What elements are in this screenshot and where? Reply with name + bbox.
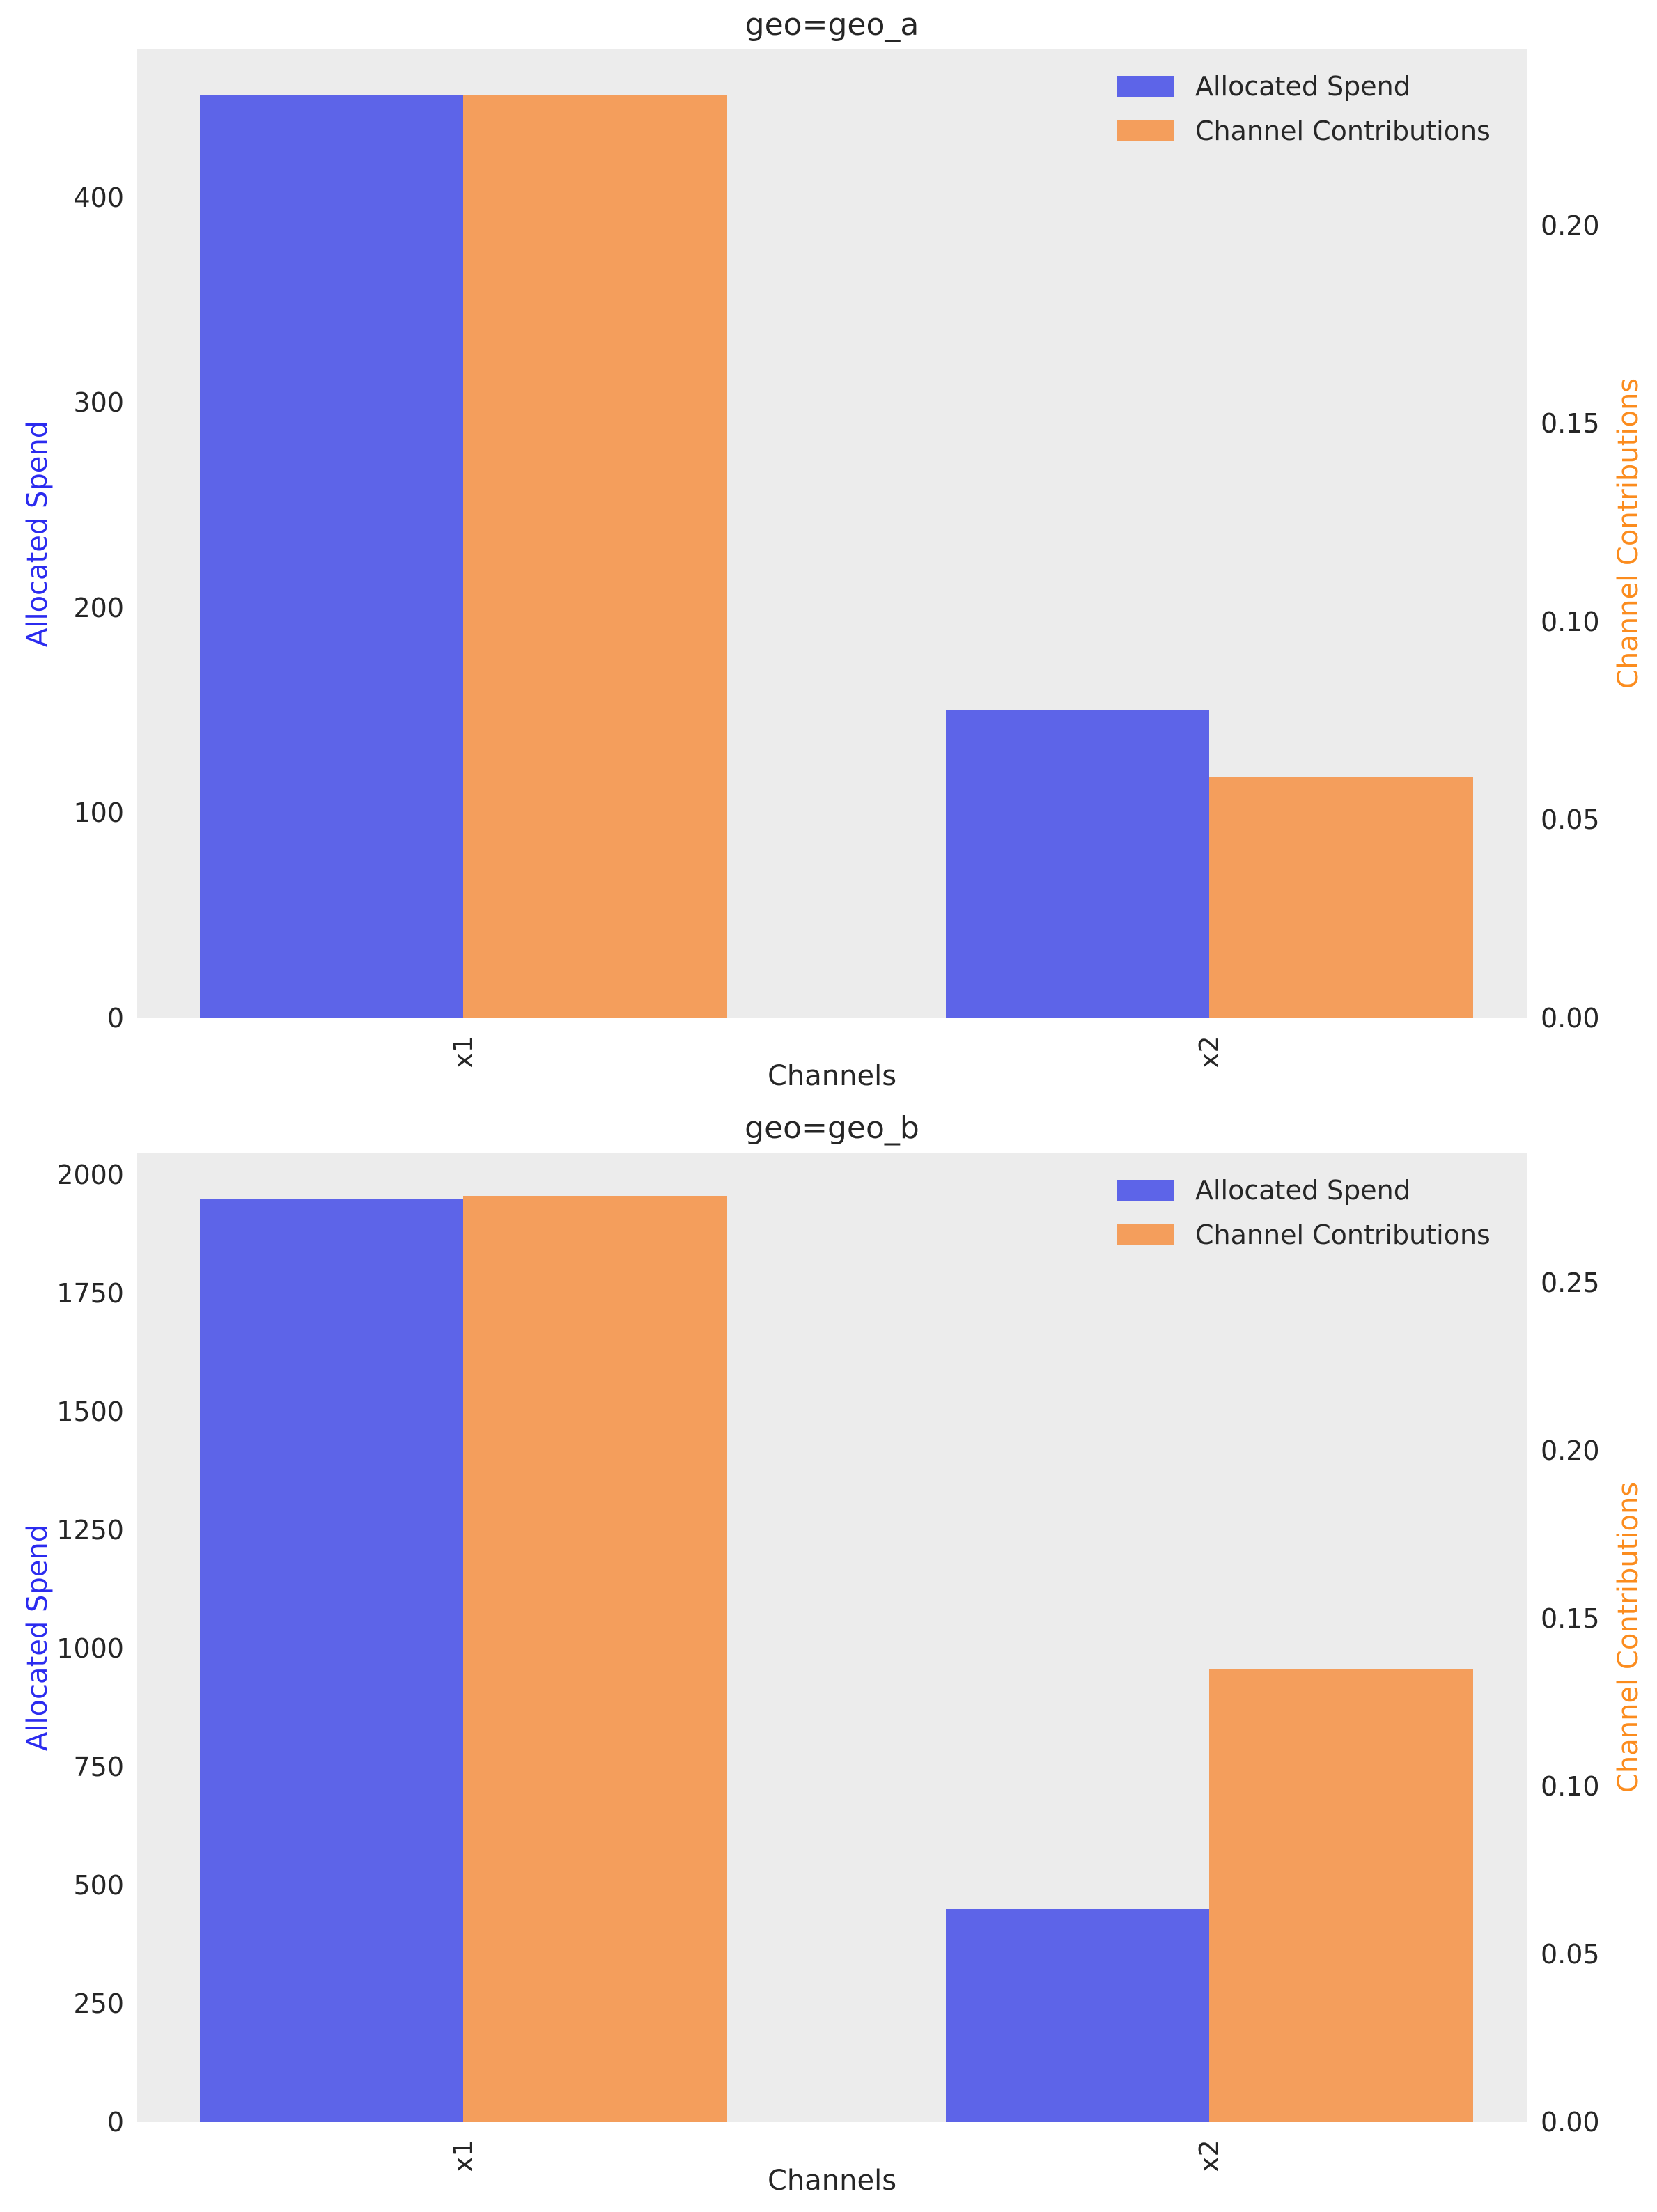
right-axis-tick-label: 0.10	[1541, 606, 1600, 637]
right-axis-tick-label: 0.10	[1541, 1771, 1600, 1802]
left-axis-tick-label: 1000	[56, 1633, 124, 1665]
left-axis-tick-label: 1500	[56, 1396, 124, 1428]
legend-item-allocated-spend: Allocated Spend	[1117, 70, 1491, 103]
legend-label: Allocated Spend	[1195, 1175, 1410, 1206]
legend-label: Channel Contributions	[1195, 1220, 1491, 1250]
left-axis-tick-label: 0	[107, 2107, 124, 2137]
chart-a-title: geo=geo_a	[745, 7, 919, 42]
legend-label: Channel Contributions	[1195, 116, 1491, 146]
left-axis-tick-label: 400	[73, 182, 124, 213]
right-axis-tick-label: 0.05	[1541, 804, 1600, 836]
allocated-spend-swatch-icon	[1117, 1180, 1174, 1201]
right-axis-tick-label: 0.25	[1541, 1268, 1600, 1298]
legend-item-channel-contributions: Channel Contributions	[1117, 1218, 1491, 1252]
chart-b-x-axis-label: Channels	[767, 2165, 897, 2197]
x-axis-tick-label-x2: x2	[1194, 2140, 1225, 2173]
bar-allocated-spend-x2	[946, 1909, 1210, 2122]
left-axis-tick-label: 300	[73, 387, 124, 419]
chart-a-x-axis-label: Channels	[767, 1060, 897, 1092]
chart-b-title: geo=geo_b	[745, 1110, 919, 1146]
left-axis-tick-label: 0	[107, 1003, 124, 1034]
bar-allocated-spend-x1	[199, 1199, 464, 2122]
right-axis-tick-label: 0.20	[1541, 1435, 1600, 1466]
left-axis-tick-label: 1250	[56, 1515, 124, 1546]
right-axis-tick-label: 0.15	[1541, 408, 1600, 439]
left-axis-tick-label: 500	[73, 1870, 124, 1901]
chart-b-plot-area	[137, 1153, 1527, 2122]
x-axis-tick-label-x1: x1	[448, 2140, 479, 2173]
left-axis-tick-label: 250	[73, 1988, 124, 2020]
channel-contributions-swatch-icon	[1117, 1224, 1174, 1245]
legend-item-allocated-spend: Allocated Spend	[1117, 1174, 1491, 1207]
left-axis-tick-label: 100	[73, 797, 124, 829]
chart-b-legend: Allocated Spend Channel Contributions	[1117, 1174, 1491, 1252]
legend-item-channel-contributions: Channel Contributions	[1117, 114, 1491, 148]
right-axis-tick-label: 0.00	[1541, 1003, 1600, 1034]
left-axis-tick-label: 2000	[56, 1160, 124, 1191]
bar-allocated-spend-x2	[946, 710, 1210, 1018]
bar-channel-contributions-x1	[463, 1195, 727, 2122]
right-axis-tick-label: 0.15	[1541, 1603, 1600, 1634]
legend-label: Allocated Spend	[1195, 71, 1410, 102]
chart-a-plot-area	[137, 49, 1527, 1018]
chart-b-right-axis-label: Channel Contributions	[1612, 1481, 1644, 1793]
left-axis-tick-label: 750	[73, 1752, 124, 1783]
channel-contributions-swatch-icon	[1117, 120, 1174, 141]
bar-channel-contributions-x1	[463, 95, 727, 1018]
bar-allocated-spend-x1	[199, 95, 464, 1018]
right-axis-tick-label: 0.05	[1541, 1939, 1600, 1970]
x-axis-tick-label-x2: x2	[1194, 1036, 1225, 1069]
chart-a-right-axis-label: Channel Contributions	[1612, 377, 1644, 690]
bar-channel-contributions-x2	[1209, 1669, 1473, 2122]
left-axis-tick-label: 1750	[56, 1278, 124, 1309]
chart-a-legend: Allocated Spend Channel Contributions	[1117, 70, 1491, 148]
left-axis-tick-label: 200	[73, 592, 124, 623]
bar-channel-contributions-x2	[1209, 776, 1473, 1018]
allocated-spend-swatch-icon	[1117, 76, 1174, 97]
right-axis-tick-label: 0.00	[1541, 2107, 1600, 2137]
x-axis-tick-label-x1: x1	[448, 1036, 479, 1069]
right-axis-tick-label: 0.20	[1541, 210, 1600, 241]
